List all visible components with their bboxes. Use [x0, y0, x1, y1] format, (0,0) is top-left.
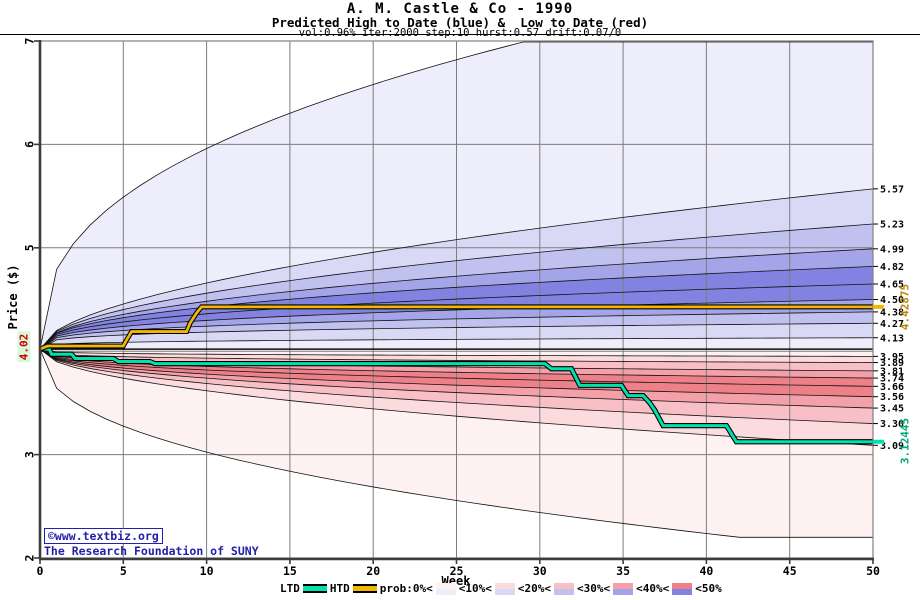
legend-prob-label-1: <10%<: [458, 582, 492, 595]
band-end-label: 5.57: [880, 184, 904, 195]
htd-band-5: [40, 266, 873, 350]
htd-band-7: [40, 224, 873, 350]
y-tick-label: 3: [23, 451, 37, 458]
ltd-band-5: [40, 349, 873, 397]
band-end-label: 3.45: [880, 404, 904, 415]
band-end-label: 4.13: [880, 333, 904, 344]
band-end-label: 3.81: [880, 366, 904, 377]
legend-prob-label-3: <30%<: [576, 582, 611, 595]
copyright-org: The Research Foundation of SUNY: [44, 544, 259, 558]
legend-prob-label-5: <50%: [695, 582, 722, 595]
band-end-label: 4.65: [880, 279, 904, 290]
band-end-label: 4.99: [880, 244, 904, 255]
legend-band-swatches: <10%< <20%< <30%< <40%< <50%: [435, 582, 722, 595]
chart-params: vol:0.96% iter:2000 step:10 hurst:0.57 d…: [298, 27, 622, 39]
legend-prob-swatch-1: [435, 582, 456, 595]
legend-ltd-swatch: [302, 584, 327, 593]
htd-boundary-line-8: [39, 188, 874, 350]
x-tick-label: 0: [37, 564, 44, 578]
htd-boundary-line-2: [39, 311, 874, 350]
htd-band-8: [40, 188, 873, 350]
band-end-label: 4.82: [880, 262, 904, 273]
x-tick-label: 40: [699, 564, 713, 578]
ltd-band-4: [40, 349, 873, 387]
x-tick-label: 35: [616, 564, 630, 578]
ltd-boundary-line-9: [39, 348, 873, 538]
x-tick-label: 10: [200, 564, 214, 578]
x-tick-label: 20: [366, 564, 380, 578]
band-end-label: 3.74: [880, 374, 904, 385]
ltd-band-6: [40, 349, 873, 409]
ltd-boundary-line-0: [39, 348, 874, 357]
legend-prob-swatch-4: [613, 582, 634, 595]
htd-band-4: [40, 283, 873, 350]
band-end-label: 3.89: [880, 358, 904, 369]
x-tick-label: 15: [283, 564, 297, 578]
legend-prob-swatch-2: [494, 582, 515, 595]
legend-prob-swatch-3: [553, 582, 574, 595]
band-end-label: 3.30: [880, 419, 904, 430]
htd-boundary-line-4: [39, 283, 874, 350]
y-axis-label: Price ($): [6, 264, 20, 330]
htd-band-3: [40, 299, 873, 350]
legend-htd-label: HTD: [329, 582, 350, 595]
legend-prob-label-4: <40%<: [636, 582, 670, 595]
band-end-label: 3.66: [880, 382, 904, 393]
x-tick-label: 30: [533, 564, 547, 578]
band-end-label: 4.38: [880, 307, 904, 318]
band-end-label: 3.09: [880, 441, 904, 452]
x-tick-label: 45: [783, 564, 797, 578]
band-end-label: 5.23: [880, 220, 904, 231]
ltd-band-3: [40, 349, 873, 379]
ltd-boundary-line-4: [39, 348, 874, 387]
title-divider: [0, 34, 920, 35]
htd-boundary-line-9: [39, 41, 873, 350]
ltd-band-7: [40, 349, 873, 424]
htd-boundary-line-6: [39, 248, 874, 350]
htd-band-2: [40, 311, 873, 350]
htd-band-6: [40, 248, 873, 350]
y-tick-label: 6: [23, 141, 37, 148]
ltd-boundary-line-5: [39, 348, 874, 398]
legend-htd-swatch: [352, 584, 377, 593]
ltd-boundary-line-6: [39, 348, 874, 409]
legend: LTD HTD prob:0%< <10%< <20%< <30%< <40%< <50…: [280, 582, 722, 595]
y-tick-label: 7: [23, 37, 37, 44]
legend-prob-swatch-5: [672, 582, 693, 595]
x-tick-label: 50: [866, 564, 880, 578]
chart-title: A. M. Castle & Co - 1990: [346, 1, 574, 17]
band-end-label: 3.56: [880, 392, 904, 403]
y-tick-label: 2: [23, 555, 37, 562]
band-end-label: 3.95: [880, 352, 904, 363]
x-tick-label: 5: [120, 564, 127, 578]
band-end-label: 4.27: [880, 319, 904, 330]
legend-prob-label-2: <20%<: [517, 582, 551, 595]
x-tick-label: 25: [450, 564, 464, 578]
y-tick-label: 5: [23, 244, 37, 251]
chart-subtitle: Predicted High to Date (blue) & Low to D…: [271, 15, 649, 30]
band-end-label: 4.50: [880, 295, 904, 306]
legend-ltd-label: LTD: [280, 582, 300, 595]
htd-boundary-line-7: [39, 223, 874, 350]
copyright-link[interactable]: ©www.textbiz.org: [44, 528, 163, 544]
ltd-boundary-line-7: [39, 348, 874, 424]
htd-boundary-line-0: [39, 337, 874, 350]
ltd-band-8: [40, 349, 873, 446]
ltd-final-value-label: 3.12445: [898, 417, 912, 465]
ltd-band-2: [40, 349, 873, 371]
htd-final-value-label: 4.42875: [898, 283, 912, 331]
htd-boundary-line-5: [39, 266, 874, 350]
legend-prob-label: prob:0%<: [379, 582, 433, 595]
htd-line: [39, 305, 873, 351]
start-price-label: 4.02: [17, 331, 31, 363]
ltd-line: [40, 347, 873, 444]
ltd-boundary-line-1: [39, 348, 874, 363]
htd-boundary-line-3: [39, 299, 874, 350]
